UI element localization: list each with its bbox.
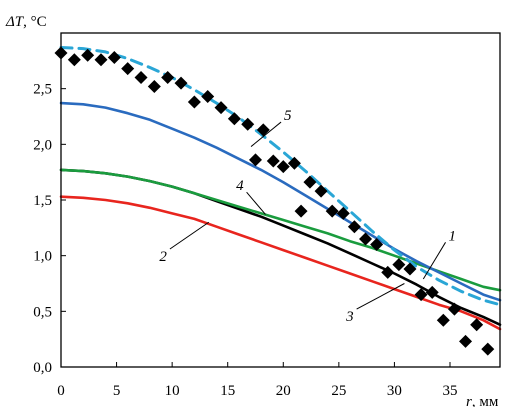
y-tick-label: 2,5 xyxy=(33,82,52,98)
measured-point xyxy=(67,53,81,67)
measured-point xyxy=(325,204,339,218)
y-axis-title: ΔT, °C xyxy=(5,14,47,30)
measured-point xyxy=(121,62,135,76)
y-tick-label: 0,0 xyxy=(33,360,52,376)
measured-point xyxy=(107,50,121,64)
y-tick-label: 1,0 xyxy=(33,249,52,265)
curve-label-leader xyxy=(250,121,282,147)
y-tick-label: 2,0 xyxy=(33,137,52,153)
y-axis-variable: ΔT xyxy=(5,14,25,30)
measured-point xyxy=(214,101,228,115)
x-tick-label: 0 xyxy=(57,383,65,399)
x-tick-label: 5 xyxy=(113,383,121,399)
measured-point xyxy=(303,175,317,189)
measured-point xyxy=(447,302,461,316)
x-tick-label: 15 xyxy=(220,383,235,399)
measured-point xyxy=(266,154,280,168)
x-axis-variable: r xyxy=(466,394,472,407)
measured-point xyxy=(370,238,384,252)
curve-labels: 1 2 3 4 5 xyxy=(159,108,456,325)
measured-point xyxy=(392,258,406,272)
measured-point xyxy=(425,285,439,299)
curve-label-leader xyxy=(246,191,266,215)
curve-label-2: 2 xyxy=(159,249,167,265)
measured-point xyxy=(336,206,350,220)
measured-point xyxy=(161,71,175,85)
measured-point xyxy=(276,160,290,174)
measured-point xyxy=(248,153,262,167)
measured-point xyxy=(414,288,428,302)
curve-label-3: 3 xyxy=(345,309,354,325)
curve-5 xyxy=(59,101,502,302)
measured-point xyxy=(227,112,241,126)
measured-point xyxy=(459,334,473,348)
x-axis-unit: , мм xyxy=(472,394,499,407)
measured-point xyxy=(94,53,108,67)
measured-point xyxy=(174,76,188,90)
curve-4 xyxy=(59,168,502,292)
curve-1 xyxy=(59,168,502,327)
curve-label-leader xyxy=(356,283,405,310)
measured-point xyxy=(201,89,215,103)
x-axis-title: r, мм xyxy=(466,394,499,407)
x-tick-label: 30 xyxy=(387,383,402,399)
measured-point xyxy=(256,123,270,137)
measured-point xyxy=(381,265,395,279)
measured-point xyxy=(436,313,450,327)
curve-label-1: 1 xyxy=(449,228,457,244)
curve-label-leader xyxy=(422,242,446,280)
y-axis-unit: , °C xyxy=(23,14,47,30)
measured-point xyxy=(470,318,484,332)
x-tick-label: 20 xyxy=(276,383,291,399)
measured-point xyxy=(81,48,95,62)
curve-dashed xyxy=(59,46,502,307)
y-tick-label: 0,5 xyxy=(33,304,52,320)
measured-point xyxy=(294,204,308,218)
measured-points xyxy=(54,46,495,356)
x-tick-label: 35 xyxy=(442,383,457,399)
x-tick-label: 25 xyxy=(331,383,346,399)
curve-label-4: 4 xyxy=(236,178,244,194)
measured-point xyxy=(359,232,373,246)
measured-point xyxy=(287,156,301,170)
measured-point xyxy=(481,342,495,356)
measured-point xyxy=(147,79,161,93)
curve-label-leader xyxy=(169,221,210,250)
curve-label-5: 5 xyxy=(284,108,292,124)
y-axis-ticks: 0,0 0,5 1,0 1,5 2,0 2,5 xyxy=(33,82,66,376)
measured-point xyxy=(187,95,201,109)
x-tick-label: 10 xyxy=(165,383,180,399)
measured-point xyxy=(403,262,417,276)
measured-point xyxy=(314,184,328,198)
x-axis-ticks: 0 5 10 15 20 25 30 35 xyxy=(57,362,457,399)
series-curves xyxy=(59,46,502,331)
measured-point xyxy=(241,117,255,131)
y-tick-label: 1,5 xyxy=(33,193,52,209)
measured-point xyxy=(347,220,361,234)
plot-frame xyxy=(60,32,501,368)
measured-point xyxy=(134,71,148,85)
curve-2 xyxy=(59,195,502,331)
